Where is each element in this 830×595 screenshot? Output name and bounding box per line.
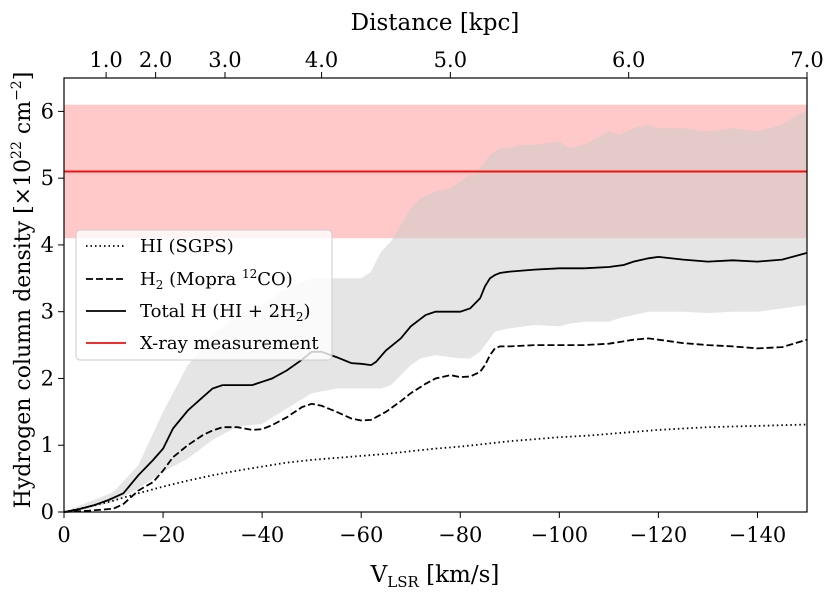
y-tick-label: 3 bbox=[41, 300, 54, 324]
x-tick-label: 0 bbox=[57, 523, 70, 547]
series-total-h-line bbox=[63, 252, 808, 513]
legend-label-h2: H2 (Mopra 12CO) bbox=[140, 267, 293, 292]
y-tick-label: 1 bbox=[41, 433, 54, 457]
top-axis-label: Distance [kpc] bbox=[351, 10, 520, 36]
x-axis-label: VLSR [km/s] bbox=[370, 562, 500, 591]
y-tick-label: 4 bbox=[41, 233, 54, 257]
top-tick-label: 1.0 bbox=[89, 48, 122, 72]
legend-entry-total: Total H (HI + 2H2) bbox=[86, 301, 310, 324]
legend: HI (SGPS) H2 (Mopra 12CO) Total H (HI + … bbox=[75, 229, 333, 361]
plot-area bbox=[63, 104, 808, 513]
top-tick-label: 5.0 bbox=[434, 48, 467, 72]
legend-box bbox=[75, 229, 333, 361]
x-tick-label: −80 bbox=[438, 523, 482, 547]
y-tick-label: 6 bbox=[41, 99, 54, 123]
y-tick-label: 2 bbox=[41, 366, 54, 390]
y-axis-label: Hydrogen column density [×1022 cm−2] bbox=[9, 72, 36, 509]
series-h2-mopra-line bbox=[63, 337, 808, 513]
legend-label-total: Total H (HI + 2H2) bbox=[140, 301, 310, 324]
top-tick-label: 7.0 bbox=[790, 48, 823, 72]
x-tick-label: −120 bbox=[630, 523, 688, 547]
top-tick-label: 4.0 bbox=[305, 48, 338, 72]
top-distance-axis-ticks: 1.0 2.0 3.0 4.0 5.0 6.0 7.0 bbox=[89, 48, 824, 78]
legend-label-xray: X-ray measurement bbox=[140, 333, 319, 354]
x-tick-label: −140 bbox=[729, 523, 787, 547]
top-tick-label: 3.0 bbox=[208, 48, 241, 72]
top-tick-label: 2.0 bbox=[139, 48, 172, 72]
x-tick-label: −40 bbox=[240, 523, 284, 547]
legend-entry-xray: X-ray measurement bbox=[86, 333, 319, 354]
x-tick-label: −60 bbox=[339, 523, 383, 547]
x-tick-label: −20 bbox=[141, 523, 185, 547]
legend-entry-h2: H2 (Mopra 12CO) bbox=[86, 267, 293, 292]
axes-frame bbox=[63, 77, 808, 513]
y-tick-label: 5 bbox=[41, 166, 54, 190]
bottom-x-axis-ticks: 0 −20 −40 −60 −80 −100 −120 −140 bbox=[57, 512, 786, 547]
legend-label-hi: HI (SGPS) bbox=[140, 236, 234, 257]
series-hi-sgps-line bbox=[63, 423, 808, 513]
left-y-axis-ticks: 0 1 2 3 4 5 6 bbox=[41, 99, 64, 524]
x-tick-label: −100 bbox=[530, 523, 588, 547]
legend-entry-hi: HI (SGPS) bbox=[86, 236, 234, 257]
top-tick-label: 6.0 bbox=[612, 48, 645, 72]
y-tick-label: 0 bbox=[41, 500, 54, 524]
